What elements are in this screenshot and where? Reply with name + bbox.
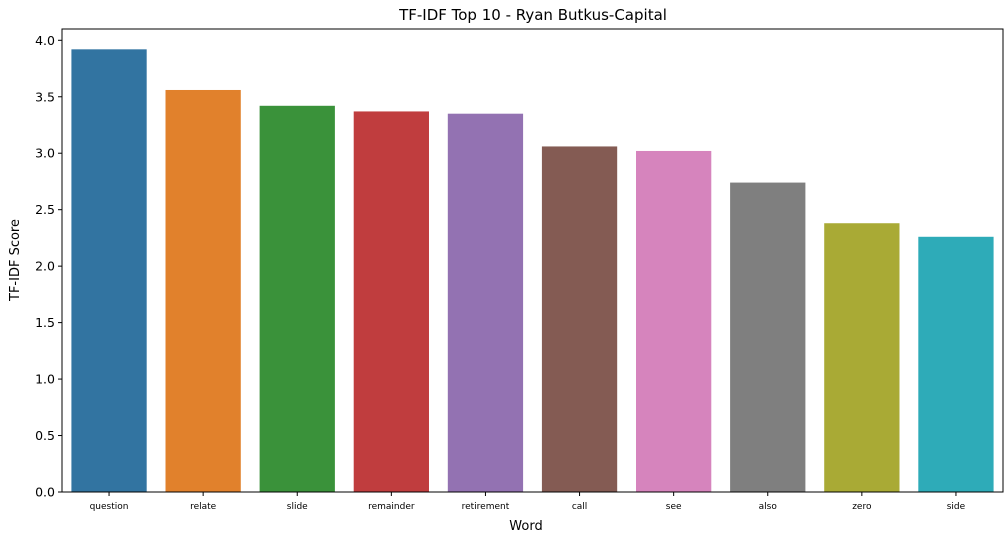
- bar-side: [918, 236, 994, 492]
- bar-see: [636, 150, 712, 492]
- bar-remainder: [353, 111, 429, 492]
- x-axis-ticks: question relate slide remainder retirement ca…: [90, 492, 966, 512]
- y-tick-label-1.5: 1.5: [35, 315, 55, 330]
- bar-relate: [165, 89, 241, 493]
- x-tick-label-slide: slide: [287, 502, 308, 512]
- x-tick-label-remainder: remainder: [368, 502, 415, 512]
- bars-group: [71, 49, 994, 493]
- bar-zero: [824, 223, 900, 493]
- x-tick-label-retirement: retirement: [462, 502, 510, 512]
- x-tick-label-relate: relate: [190, 502, 217, 512]
- y-axis-ticks: 0.0 0.5 1.0 1.5 2.0 2.5 3.0 3.5 4.0: [35, 33, 62, 500]
- plot-frame: [61, 28, 1004, 493]
- chart-title: TF-IDF Top 10 - Ryan Butkus-Capital: [398, 6, 667, 24]
- bar-also: [730, 182, 806, 492]
- y-tick-label-3.0: 3.0: [35, 146, 55, 161]
- y-tick-label-2.0: 2.0: [35, 259, 55, 274]
- bar-call: [541, 146, 618, 492]
- y-tick-label-4.0: 4.0: [35, 33, 55, 48]
- y-tick-label-0.5: 0.5: [35, 428, 55, 443]
- y-axis-label: TF-IDF Score: [8, 219, 23, 302]
- bar-slide: [259, 105, 335, 492]
- bar-question: [71, 49, 147, 492]
- x-tick-label-zero: zero: [852, 502, 872, 512]
- y-tick-label-0.0: 0.0: [35, 485, 55, 500]
- y-tick-label-3.5: 3.5: [35, 89, 55, 104]
- y-tick-label-1.0: 1.0: [35, 372, 55, 387]
- x-axis-label: Word: [509, 519, 542, 534]
- x-tick-label-see: see: [666, 502, 682, 512]
- x-tick-label-side: side: [947, 502, 966, 512]
- y-tick-label-2.5: 2.5: [35, 202, 55, 217]
- x-tick-label-call: call: [572, 502, 587, 512]
- bar-retirement: [447, 113, 524, 492]
- x-tick-label-also: also: [759, 502, 778, 512]
- x-tick-label-question: question: [90, 502, 129, 512]
